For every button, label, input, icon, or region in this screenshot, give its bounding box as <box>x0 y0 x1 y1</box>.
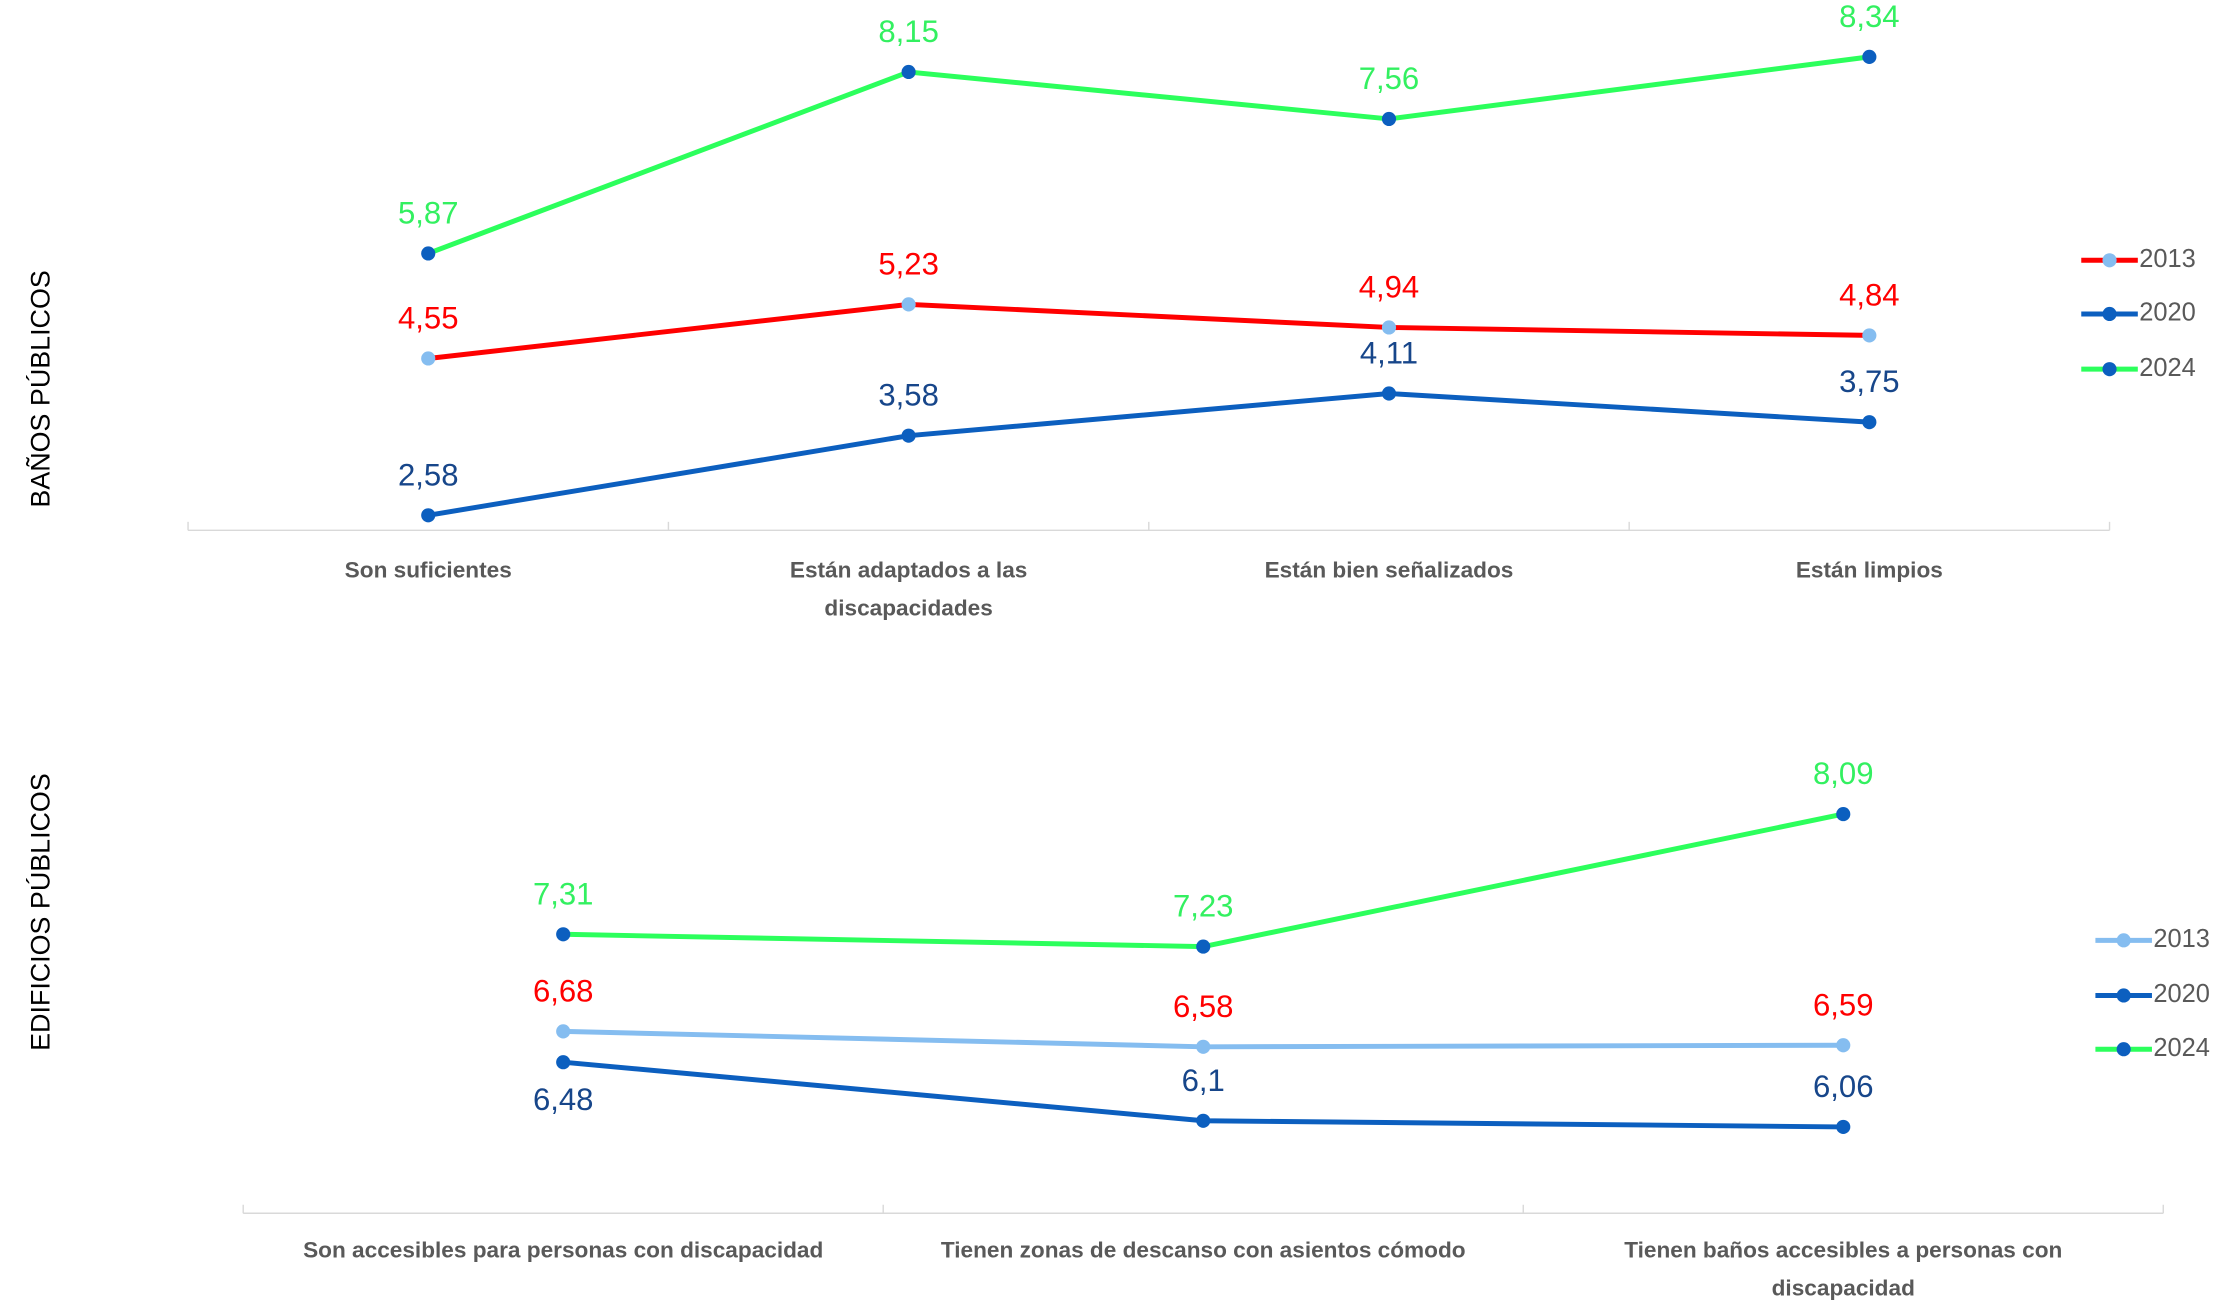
data-point <box>1196 1039 1211 1054</box>
legend-marker <box>2102 362 2117 377</box>
data-point <box>421 351 436 366</box>
text-line: Están bien señalizados <box>1265 557 1514 582</box>
data-point <box>901 428 916 443</box>
data-label: 7,31 <box>533 876 594 911</box>
series-line <box>563 811 1844 950</box>
series-line <box>427 391 1870 518</box>
data-label: 4,84 <box>1839 277 1900 312</box>
data-point <box>1836 807 1851 822</box>
x-tick-label: Están bien señalizados <box>1265 557 1514 582</box>
text-line: discapacidades <box>824 595 992 620</box>
data-label: 3,75 <box>1839 364 1900 399</box>
x-tick-label: Son suficientes <box>345 557 512 582</box>
data-point <box>1381 111 1397 127</box>
legend-marker <box>2102 306 2117 322</box>
data-label: 4,55 <box>398 301 459 336</box>
data-label: 8,34 <box>1839 0 1900 34</box>
data-label: 4,11 <box>1360 336 1418 371</box>
data-label: 4,94 <box>1359 269 1420 304</box>
legend-marker <box>2116 1042 2131 1057</box>
data-label: 6,1 <box>1182 1063 1225 1098</box>
legend-label: 2024 <box>2139 354 2196 382</box>
legend-label: 2024 <box>2153 1034 2210 1062</box>
series-line <box>427 301 1870 361</box>
text-line: Son accesibles para personas con discapa… <box>303 1237 823 1262</box>
data-point <box>1836 1119 1851 1134</box>
legend-marker <box>2116 988 2131 1003</box>
text-line: Están adaptados a las <box>790 557 1028 582</box>
data-label: 5,23 <box>878 246 939 281</box>
data-point <box>1196 939 1211 954</box>
series-line <box>427 54 1870 256</box>
data-point <box>1381 320 1397 335</box>
y-axis-title: EDIFICIOS PÚBLICOS <box>25 773 56 1051</box>
data-label: 8,09 <box>1813 756 1874 791</box>
legend-label: 2020 <box>2153 980 2210 1008</box>
x-tick-label: Tienen baños accesibles a personas con di… <box>1624 1237 2062 1300</box>
y-axis-title: BAÑOS PÚBLICOS <box>25 270 56 507</box>
data-label: 6,59 <box>1813 987 1874 1022</box>
data-point <box>1862 49 1877 64</box>
data-label: 6,58 <box>1173 989 1234 1024</box>
data-label: 6,48 <box>533 1082 594 1117</box>
x-tick-label: Son accesibles para personas con discapa… <box>303 1237 823 1262</box>
legend-label: 2013 <box>2153 925 2210 953</box>
x-tick-label: Están limpios <box>1796 557 1943 582</box>
data-point <box>421 246 436 261</box>
text-line: Son suficientes <box>345 557 512 582</box>
data-label: 5,87 <box>398 195 459 230</box>
data-point <box>556 927 571 942</box>
data-point <box>1381 386 1397 401</box>
data-label: 6,68 <box>533 973 594 1008</box>
data-point <box>1196 1113 1211 1128</box>
x-tick-label: Están adaptados a las discapacidades <box>790 557 1028 620</box>
legend-marker <box>2102 253 2117 268</box>
data-point <box>901 64 916 80</box>
data-point <box>421 508 436 523</box>
data-point <box>556 1024 571 1039</box>
data-point <box>1862 328 1877 343</box>
data-point <box>901 297 916 312</box>
data-label: 7,56 <box>1359 61 1420 96</box>
legend-marker <box>2116 933 2131 948</box>
text-line: Tienen baños accesibles a personas con <box>1624 1237 2062 1262</box>
legend-label: 2013 <box>2139 245 2196 273</box>
legend-label: 2020 <box>2139 299 2196 327</box>
text-line: discapacidad <box>1772 1276 1915 1301</box>
text-line: Están limpios <box>1796 557 1943 582</box>
data-point <box>556 1055 571 1070</box>
data-point <box>1836 1038 1851 1053</box>
data-label: 3,58 <box>878 378 939 413</box>
data-label: 2,58 <box>398 457 459 492</box>
data-point <box>1862 415 1877 430</box>
data-label: 7,23 <box>1173 889 1234 924</box>
data-label: 6,06 <box>1813 1069 1874 1104</box>
x-tick-label: Tienen zonas de descanso con asientos có… <box>941 1237 1466 1262</box>
data-label: 8,15 <box>878 14 939 49</box>
text-line: Tienen zonas de descanso con asientos có… <box>941 1237 1466 1262</box>
